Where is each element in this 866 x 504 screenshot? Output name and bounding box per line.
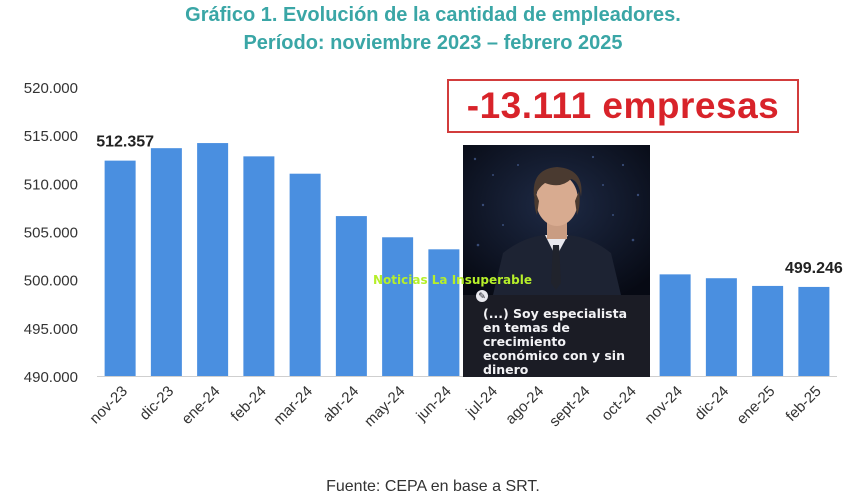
y-tick-label: 500.000 bbox=[24, 273, 78, 290]
bar-feb-25 bbox=[798, 286, 830, 376]
x-tick-label: oct-24 bbox=[598, 383, 640, 425]
y-tick-label: 490.000 bbox=[24, 369, 78, 386]
bar-abr-24 bbox=[335, 216, 367, 376]
x-tick-label: ago-24 bbox=[502, 383, 547, 428]
bar-feb-24 bbox=[243, 156, 275, 376]
chart-source: Fuente: CEPA en base a SRT. bbox=[326, 478, 540, 495]
x-tick-label: nov-24 bbox=[641, 383, 685, 427]
callout-box: -13.111 empresas bbox=[447, 79, 799, 133]
x-tick-label: feb-25 bbox=[783, 383, 825, 425]
x-tick-label: nov-23 bbox=[86, 383, 130, 427]
chart-title: Gráfico 1. Evolución de la cantidad de e… bbox=[185, 4, 681, 26]
x-tick-label: dic-23 bbox=[136, 383, 177, 424]
quote-bubble-icon: ✎ bbox=[476, 290, 488, 302]
x-tick-label: ene-25 bbox=[733, 383, 778, 428]
y-tick-label: 515.000 bbox=[24, 128, 78, 145]
bar-mar-24 bbox=[289, 173, 321, 376]
watermark: Noticias La Insuperable bbox=[373, 273, 532, 287]
x-tick-label: dic-24 bbox=[691, 383, 732, 424]
bar-dic-23 bbox=[150, 148, 182, 376]
chart-subtitle: Período: noviembre 2023 – febrero 2025 bbox=[243, 32, 623, 54]
data-label: 512.357 bbox=[96, 134, 154, 151]
bar-may-24 bbox=[382, 237, 414, 376]
bar-nov-23 bbox=[104, 160, 136, 376]
x-tick-label: jun-24 bbox=[412, 383, 454, 425]
speaker-photo bbox=[463, 145, 650, 295]
bar-dic-24 bbox=[705, 278, 737, 376]
bar-jun-24 bbox=[428, 249, 460, 376]
y-tick-label: 520.000 bbox=[24, 80, 78, 97]
x-tick-label: ene-24 bbox=[178, 383, 223, 428]
x-tick-label: abr-24 bbox=[320, 383, 363, 426]
data-label: 499.246 bbox=[785, 260, 843, 277]
x-tick-label: mar-24 bbox=[270, 383, 316, 429]
y-tick-label: 510.000 bbox=[24, 176, 78, 193]
caption-panel bbox=[463, 295, 650, 377]
bar-nov-24 bbox=[659, 274, 691, 376]
y-tick-label: 505.000 bbox=[24, 225, 78, 242]
y-tick-label: 495.000 bbox=[24, 321, 78, 338]
x-tick-label: jul-24 bbox=[462, 383, 501, 422]
x-tick-label: sept-24 bbox=[546, 383, 593, 430]
overlay-caption: (...) Soy especialista en temas de creci… bbox=[483, 306, 628, 377]
bar-ene-24 bbox=[197, 143, 229, 376]
x-tick-label: feb-24 bbox=[228, 383, 270, 425]
bar-ene-25 bbox=[752, 285, 784, 376]
video-overlay[interactable]: ✎ (...) Soy especialista en temas de cre… bbox=[463, 145, 650, 377]
x-tick-label: may-24 bbox=[361, 383, 408, 430]
